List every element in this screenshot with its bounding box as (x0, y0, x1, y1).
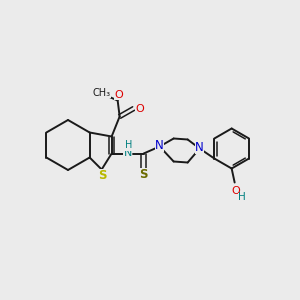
Text: O: O (135, 103, 144, 113)
Text: H: H (238, 193, 245, 202)
Text: O: O (114, 89, 123, 100)
Text: H: H (125, 140, 132, 151)
Text: N: N (195, 141, 204, 154)
Text: N: N (124, 148, 132, 158)
Text: S: S (98, 169, 107, 182)
Text: O: O (231, 185, 240, 196)
Text: CH₃: CH₃ (93, 88, 111, 98)
Text: N: N (155, 139, 164, 152)
Text: S: S (140, 168, 148, 181)
